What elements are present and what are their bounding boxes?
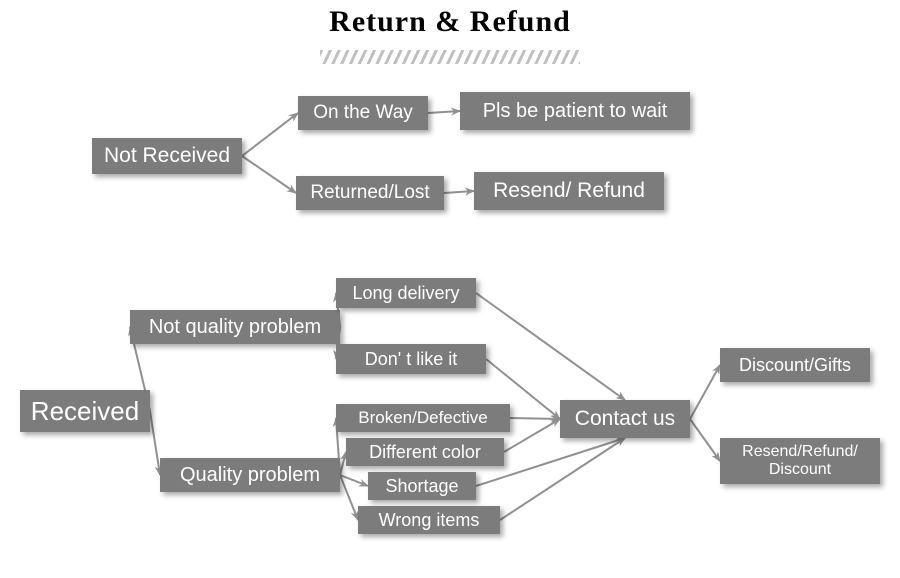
flowchart-canvas: Not Received On the Way Pls be patient to … [0,0,900,578]
edge-long-delivery-to-contact-us [476,293,625,400]
flowchart-node-returned-lost: Returned/Lost [296,176,444,210]
flowchart-node-resend-refund: Resend/ Refund [474,172,664,210]
edge-contact-us-to-discount-gifts [690,365,720,419]
flowchart-node-not-quality: Not quality problem [130,310,340,344]
flowchart-node-contact-us: Contact us [560,400,690,438]
edge-not-received-to-returned-lost [242,156,296,193]
edge-quality-to-shortage [340,475,368,486]
edge-contact-us-to-resend-refund-discount [690,419,720,461]
edge-received-to-quality [150,411,160,475]
edge-returned-lost-to-resend-refund [444,191,474,193]
edge-broken-to-contact-us [510,418,560,419]
flowchart-node-broken: Broken/Defective [336,404,510,432]
flowchart-node-wrong-items: Wrong items [358,506,500,534]
flowchart-node-shortage: Shortage [368,472,476,500]
flowchart-node-quality: Quality problem [160,458,340,492]
edge-wrong-items-to-contact-us [500,438,625,520]
flowchart-node-received: Received [20,390,150,432]
edge-quality-to-wrong-items [340,475,358,520]
flowchart-node-on-the-way: On the Way [298,96,428,130]
edge-on-the-way-to-pls-wait [428,111,460,113]
edge-not-received-to-on-the-way [242,113,298,156]
flowchart-node-long-delivery: Long delivery [336,278,476,308]
edge-diff-color-to-contact-us [504,419,560,452]
flowchart-node-discount-gifts: Discount/Gifts [720,348,870,382]
flowchart-node-dont-like: Don' t like it [336,344,486,374]
flowchart-node-diff-color: Different color [346,438,504,466]
flowchart-node-resend-refund-discount: Resend/Refund/ Discount [720,438,880,484]
flowchart-node-not-received: Not Received [92,138,242,174]
flowchart-node-pls-wait: Pls be patient to wait [460,92,690,130]
